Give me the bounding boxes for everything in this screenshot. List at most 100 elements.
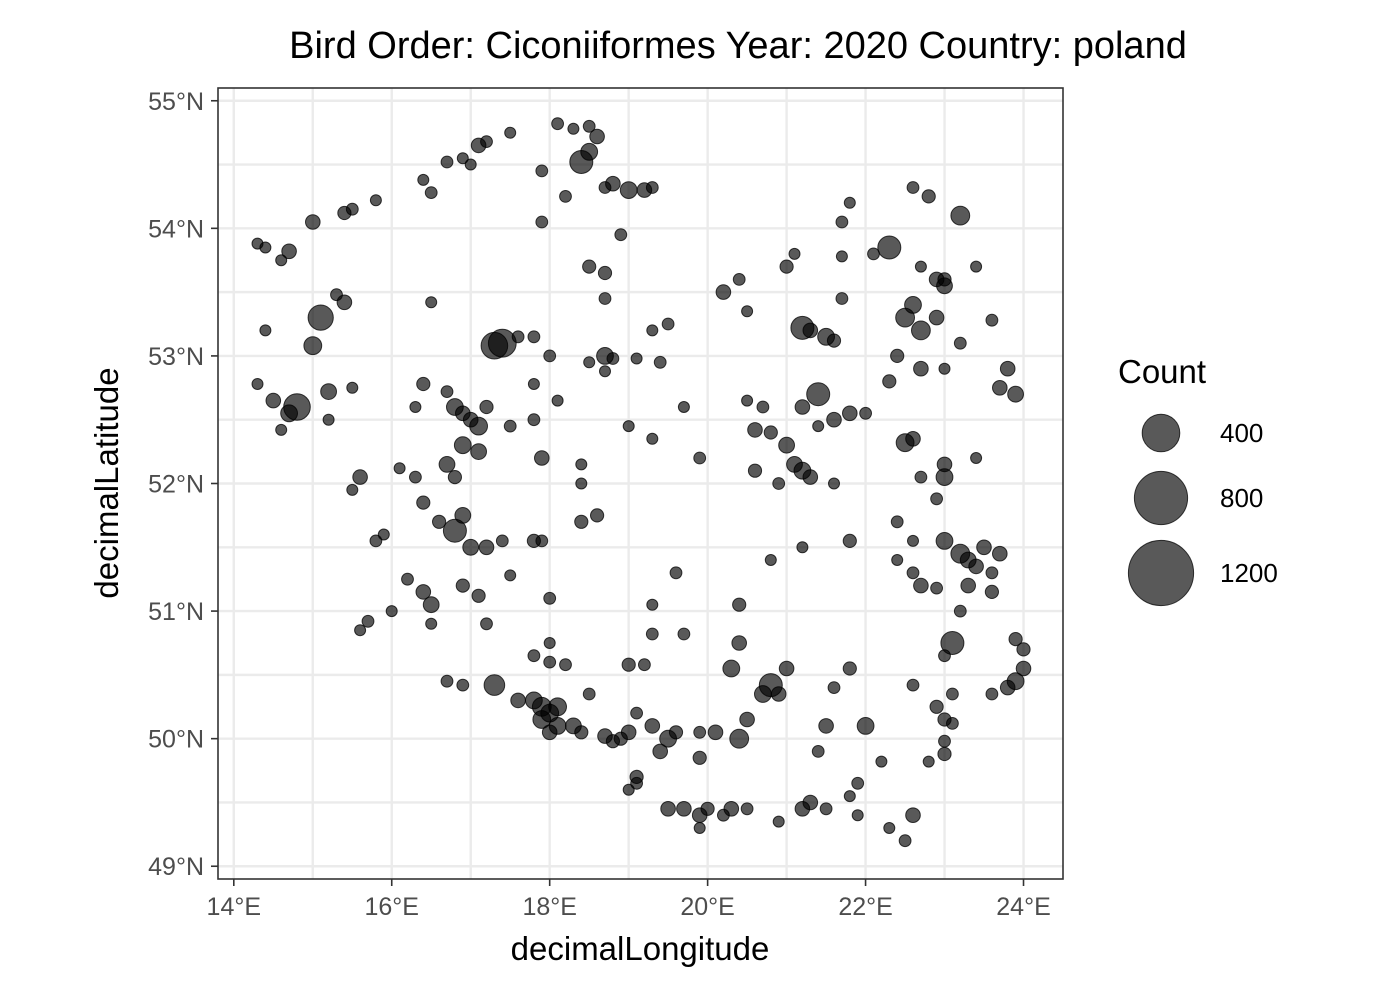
- data-point: [377, 528, 390, 541]
- data-point: [440, 674, 454, 688]
- data-point: [447, 470, 462, 485]
- data-point: [891, 554, 904, 566]
- data-point: [985, 313, 999, 327]
- data-point: [669, 566, 683, 580]
- data-point: [659, 729, 677, 748]
- data-point: [543, 637, 556, 649]
- data-point: [646, 324, 659, 337]
- legend-key: [1141, 413, 1181, 453]
- data-point: [935, 532, 954, 550]
- y-tick-label: 49°N: [148, 853, 204, 881]
- data-point: [401, 572, 414, 586]
- data-point: [471, 588, 486, 603]
- data-point: [707, 724, 724, 741]
- data-point: [953, 336, 967, 350]
- data-point: [582, 119, 596, 133]
- data-point: [985, 566, 999, 580]
- y-axis-ticks: 49°N 50°N 51°N 52°N 53°N 54°N 55°N: [148, 88, 218, 881]
- data-point: [935, 468, 954, 487]
- data-point: [606, 352, 620, 365]
- data-point: [565, 717, 582, 735]
- data-point: [605, 175, 621, 192]
- data-point: [1015, 660, 1032, 677]
- data-point: [677, 401, 690, 413]
- data-point: [385, 605, 398, 618]
- data-point: [503, 419, 517, 433]
- data-point: [559, 658, 572, 672]
- x-tick-label: 22°E: [838, 893, 892, 921]
- grid-lines: [218, 88, 1063, 879]
- data-point: [369, 534, 383, 548]
- legend-label: 800: [1220, 483, 1263, 513]
- data-point: [354, 624, 367, 637]
- data-point: [938, 734, 951, 748]
- data-point: [597, 728, 613, 744]
- data-point: [541, 724, 558, 741]
- data-point: [890, 515, 904, 529]
- data-point: [794, 399, 811, 415]
- data-point: [527, 378, 540, 390]
- data-point: [345, 202, 359, 216]
- data-point: [802, 794, 819, 811]
- data-point: [806, 382, 831, 407]
- data-point: [453, 436, 472, 455]
- data-point: [551, 117, 564, 131]
- data-point: [946, 687, 959, 701]
- legend-label: 400: [1220, 418, 1263, 448]
- data-point: [842, 533, 857, 549]
- data-point: [747, 422, 763, 438]
- data-point: [574, 514, 589, 529]
- data-point: [950, 205, 971, 226]
- data-point: [693, 822, 706, 834]
- data-point: [432, 514, 447, 529]
- data-point: [922, 755, 935, 768]
- size-legend: Count 400 800 1200: [1118, 353, 1278, 607]
- data-point: [930, 581, 943, 595]
- y-tick-label: 52°N: [148, 471, 204, 499]
- data-point: [851, 809, 864, 822]
- data-point: [535, 534, 549, 548]
- data-point: [747, 463, 763, 478]
- data-point: [856, 717, 875, 735]
- data-point: [527, 649, 541, 663]
- data-point: [307, 304, 334, 331]
- data-point: [645, 627, 659, 641]
- data-point: [442, 518, 467, 543]
- data-point: [731, 635, 748, 651]
- data-point: [630, 352, 643, 365]
- data-point: [913, 577, 929, 594]
- data-point: [361, 614, 375, 628]
- data-point: [275, 254, 288, 267]
- data-point: [543, 591, 557, 605]
- data-point: [646, 598, 659, 611]
- data-point: [968, 558, 984, 575]
- data-point: [425, 296, 438, 309]
- data-point: [691, 807, 708, 824]
- data-point: [259, 324, 272, 337]
- data-point: [599, 365, 611, 378]
- data-point: [970, 452, 983, 464]
- data-point: [928, 309, 945, 326]
- chart-title: Bird Order: Ciconiiformes Year: 2020 Cou…: [289, 25, 1187, 67]
- data-point: [590, 508, 605, 523]
- data-point: [732, 597, 747, 612]
- data-point: [259, 241, 272, 254]
- data-point: [930, 492, 943, 506]
- data-point: [828, 477, 840, 490]
- data-point: [835, 215, 849, 229]
- data-point: [875, 755, 888, 768]
- data-point: [938, 362, 951, 375]
- data-point: [479, 399, 494, 415]
- data-point: [527, 413, 541, 427]
- data-point: [575, 458, 588, 471]
- data-point: [504, 569, 517, 582]
- data-point: [906, 678, 920, 692]
- data-point: [772, 815, 785, 828]
- data-point: [462, 538, 480, 556]
- data-point: [843, 790, 856, 803]
- x-axis-ticks: 14°E 16°E 18°E 20°E 22°E 24°E: [207, 879, 1051, 921]
- data-point: [580, 142, 599, 161]
- data-point: [741, 394, 754, 407]
- data-point: [999, 679, 1016, 696]
- data-point: [842, 661, 857, 676]
